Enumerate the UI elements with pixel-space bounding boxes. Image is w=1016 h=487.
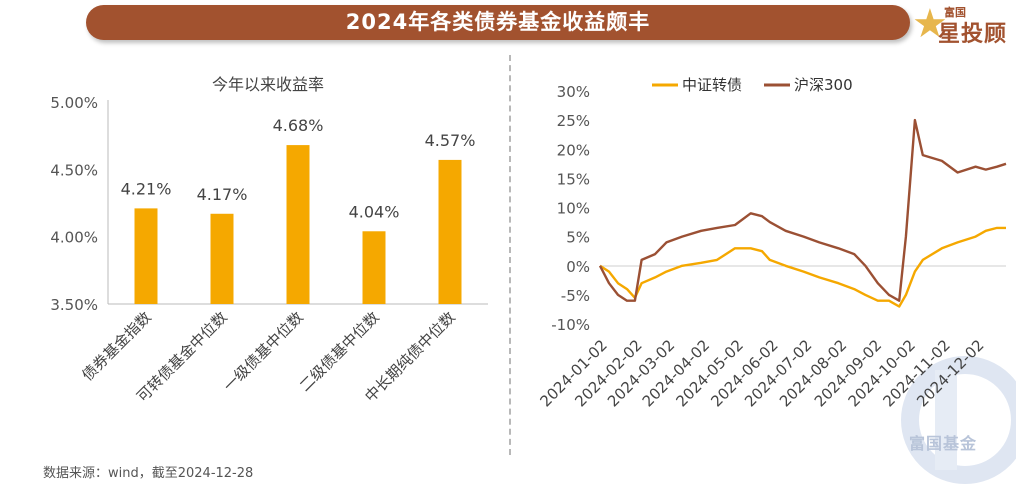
bar-y-tick-label: 5.00% — [50, 94, 98, 112]
bar-category-label: 债券基金指数 — [78, 308, 154, 384]
line-y-tick-label: 10% — [557, 200, 590, 218]
line-chart: 中证转债 沪深300 30%25%20%15%10%5%0%-5%-10% 20… — [536, 76, 1007, 410]
line-y-tick-label: 30% — [557, 83, 590, 101]
bar-data-label: 4.17% — [197, 185, 248, 204]
bar-category-label: 一级债基中位数 — [220, 308, 307, 395]
bar — [286, 145, 310, 304]
series-line-csi300 — [598, 118, 1007, 302]
source-note: 数据来源：wind，截至2024-12-28 — [43, 466, 254, 481]
line-legend: 中证转债 沪深300 — [652, 76, 853, 94]
bar — [362, 231, 386, 304]
line-y-tick-label: 25% — [557, 112, 590, 130]
bar-data-label: 4.21% — [121, 179, 172, 198]
line-y-tick-label: -10% — [551, 316, 590, 334]
bar — [134, 208, 158, 304]
page-title: 2024年各类债券基金收益颇丰 — [345, 10, 651, 34]
logo: ★ 富国 星投顾 — [912, 1, 1012, 47]
bar-chart: 今年以来收益率 3.50% 4.00% 4.50% 5.00% 4.21% 4.17% 4… — [50, 75, 488, 406]
logo-top-text: 富国 — [944, 6, 966, 19]
bar-y-tick-label: 4.00% — [50, 229, 98, 247]
series-line-convertible — [599, 226, 1006, 308]
bar-y-tick-label: 3.50% — [50, 296, 98, 314]
bar — [210, 213, 234, 304]
logo-main-text: 星投顾 — [938, 22, 1008, 47]
bar-category-label: 二级债基中位数 — [296, 308, 383, 395]
line-y-tick-label: 0% — [566, 258, 590, 276]
bar-data-label: 4.04% — [349, 202, 400, 221]
bar-chart-title: 今年以来收益率 — [212, 75, 324, 94]
watermark-text: 富国基金 — [909, 434, 978, 453]
line-y-tick-label: -5% — [561, 287, 590, 305]
legend-convertible-label: 中证转债 — [682, 76, 742, 94]
title-banner: 2024年各类债券基金收益颇丰 — [86, 5, 910, 40]
watermark-emblem — [901, 356, 1016, 484]
bar-y-tick-label: 4.50% — [50, 161, 98, 179]
bar-data-label: 4.68% — [273, 116, 324, 135]
line-y-tick-label: 20% — [557, 141, 590, 159]
line-y-tick-label: 5% — [566, 229, 590, 247]
bar — [438, 159, 462, 304]
legend-csi300-label: 沪深300 — [794, 76, 853, 94]
line-y-tick-label: 15% — [557, 170, 590, 188]
panel-divider — [509, 55, 511, 455]
bar-data-label: 4.57% — [425, 131, 476, 150]
star-icon: ★ — [912, 1, 948, 47]
